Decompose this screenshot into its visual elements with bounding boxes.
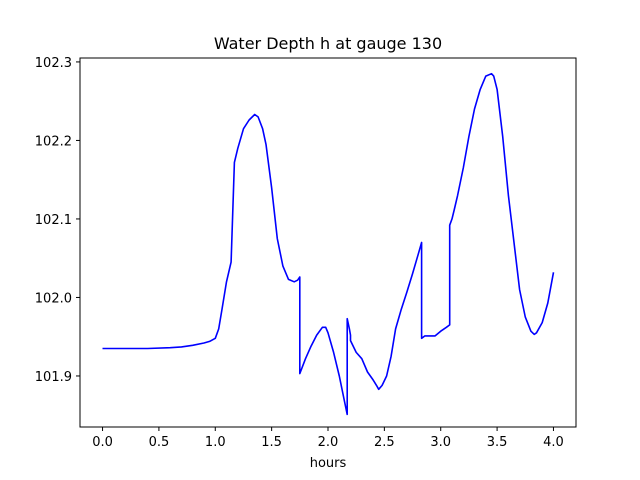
x-tick-label: 3.5 bbox=[487, 435, 508, 450]
x-tick-label: 3.0 bbox=[430, 435, 451, 450]
x-tick-label: 0.0 bbox=[92, 435, 113, 450]
x-axis-label: hours bbox=[310, 456, 347, 471]
chart-title: Water Depth h at gauge 130 bbox=[214, 34, 442, 53]
plot-frame bbox=[79, 57, 577, 428]
x-tick-label: 2.0 bbox=[318, 435, 339, 450]
x-tick-label: 1.5 bbox=[261, 435, 282, 450]
plot-area bbox=[102, 72, 555, 416]
y-tick-label: 101.9 bbox=[35, 370, 72, 385]
y-axis: 101.9 102.0 102.1 102.2 102.3 bbox=[35, 56, 80, 385]
x-tick-label: 1.0 bbox=[205, 435, 226, 450]
x-axis: 0.0 0.5 1.0 1.5 2.0 2.5 3.0 3.5 4.0 bbox=[92, 427, 564, 450]
y-tick-label: 102.2 bbox=[35, 134, 72, 149]
series-line bbox=[102, 72, 555, 416]
x-tick-label: 0.5 bbox=[149, 435, 170, 450]
y-tick-label: 102.0 bbox=[35, 291, 72, 306]
x-tick-label: 2.5 bbox=[374, 435, 395, 450]
y-tick-label: 102.1 bbox=[35, 213, 72, 228]
x-tick-label: 4.0 bbox=[543, 435, 564, 450]
y-tick-label: 102.3 bbox=[35, 56, 72, 71]
